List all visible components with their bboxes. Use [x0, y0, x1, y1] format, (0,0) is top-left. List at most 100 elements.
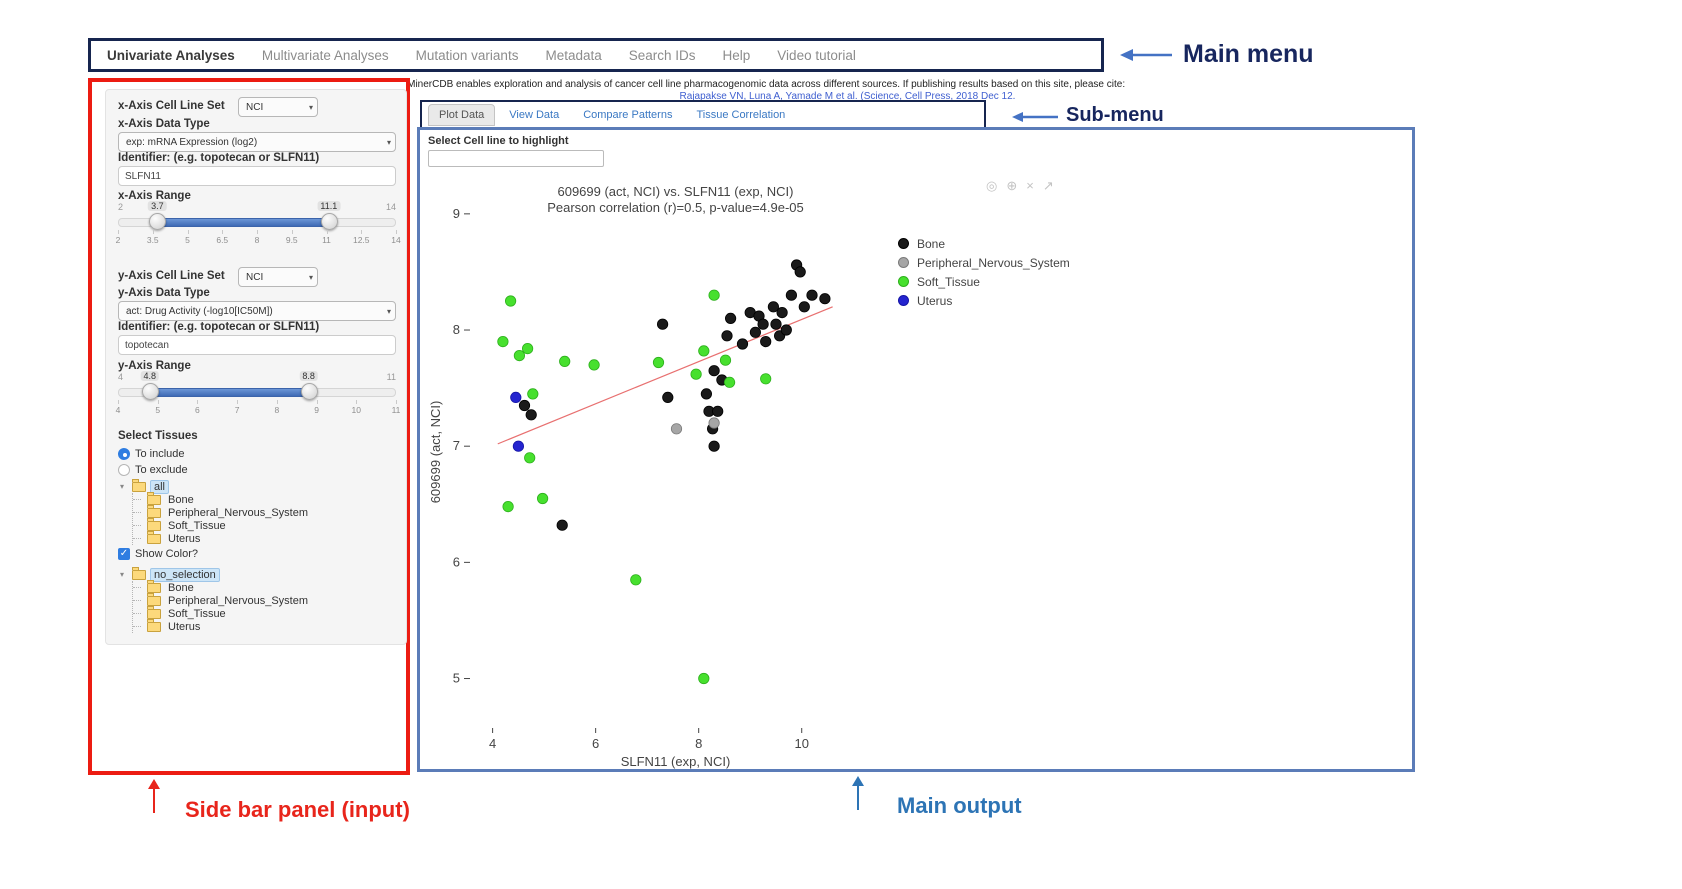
- tree-node-bone[interactable]: Bone: [133, 579, 311, 594]
- slider-tick: [257, 230, 258, 234]
- tree-children: Bone Peripheral_Nervous_System Soft_Tissue…: [132, 491, 311, 545]
- y-axis-identifier-input[interactable]: [118, 335, 396, 355]
- slider-tick-label: 9.5: [285, 235, 298, 245]
- slider-handle-from[interactable]: [149, 213, 167, 230]
- close-icon[interactable]: ×: [1026, 178, 1034, 193]
- legend-label: Soft_Tissue: [917, 274, 980, 289]
- folder-icon: [147, 504, 161, 518]
- folder-icon: [147, 579, 161, 593]
- legend-item-peripheral-nervous-system[interactable]: Peripheral_Nervous_System: [898, 253, 1070, 272]
- y-axis-range-slider[interactable]: 4 11 4.8 8.8 4 5 6 7 8 9 10 11: [115, 371, 400, 424]
- slider-tick-label: 9: [314, 405, 319, 415]
- tab-plot-data[interactable]: Plot Data: [428, 104, 496, 126]
- y-axis-cell-line-set-label: y-Axis Cell Line Set: [118, 270, 225, 282]
- y-axis-data-type-select[interactable]: act: Drug Activity (-log10[IC50M]) ▾: [118, 301, 396, 321]
- main-menu-item-help[interactable]: Help: [722, 47, 751, 63]
- plot-modebar: ◎ ⊕ × ↗: [986, 178, 1054, 194]
- legend-item-bone[interactable]: Bone: [898, 234, 1070, 253]
- slider-handle-from[interactable]: [141, 383, 159, 400]
- legend-marker-icon: [898, 238, 909, 249]
- tree-node-label: Peripheral_Nervous_System: [168, 594, 309, 607]
- camera-icon[interactable]: ◎: [986, 178, 998, 193]
- legend-item-soft-tissue[interactable]: Soft_Tissue: [898, 272, 1070, 291]
- main-menu-item-search-ids[interactable]: Search IDs: [628, 47, 696, 63]
- y-axis-range-label: y-Axis Range: [118, 360, 191, 372]
- x-axis-range-slider[interactable]: 2 14 3.7 11.1 2 3.5 5 6.5 8 9.5 11 12.5 14: [115, 201, 401, 254]
- arrow-left-icon: [1012, 112, 1058, 122]
- show-color-checkbox[interactable]: ✓ Show Color?: [118, 548, 198, 560]
- tree-node-peripheral-nervous-system[interactable]: Peripheral_Nervous_System: [133, 592, 311, 607]
- slider-tick: [396, 400, 397, 404]
- tree-node-uterus[interactable]: Uterus: [133, 530, 311, 545]
- slider-tick-label: 2: [115, 235, 121, 245]
- x-axis-identifier-input[interactable]: [118, 166, 396, 186]
- tree-expand-icon[interactable]: ▾: [120, 570, 125, 579]
- tree-node-bone[interactable]: Bone: [133, 491, 311, 506]
- tree-node-peripheral-nervous-system[interactable]: Peripheral_Nervous_System: [133, 504, 311, 519]
- x-axis-cell-line-set-select[interactable]: NCI ▾: [238, 97, 318, 117]
- tab-tissue-correlation[interactable]: Tissue Correlation: [696, 109, 786, 121]
- folder-icon: [147, 530, 161, 544]
- tree-node-no-selection[interactable]: ▾ no_selection: [120, 566, 311, 582]
- sidebar-annotation: Side bar panel (input): [185, 797, 410, 822]
- slider-handle-to[interactable]: [320, 213, 338, 230]
- tree-node-soft-tissue[interactable]: Soft_Tissue: [133, 605, 311, 620]
- folder-icon: [147, 517, 161, 531]
- slider-tick-label: 6.5: [216, 235, 229, 245]
- submenu-annotation: Sub-menu: [1066, 104, 1164, 126]
- tree-node-label: Soft_Tissue: [168, 519, 226, 532]
- tree-node-label: Peripheral_Nervous_System: [168, 506, 309, 519]
- legend-item-uterus[interactable]: Uterus: [898, 291, 1070, 310]
- tree-node-all[interactable]: ▾ all: [120, 478, 311, 494]
- slider-tick-label: 5: [155, 405, 161, 415]
- highlight-cell-line-label: Select Cell line to highlight: [428, 135, 569, 147]
- radio-icon: [118, 448, 130, 460]
- y-axis-cell-line-set-select[interactable]: NCI ▾: [238, 267, 318, 287]
- slider-handle-to[interactable]: [300, 383, 318, 400]
- tissue-color-tree: ▾ no_selection Bone Peripheral_Nervous_Syst…: [120, 566, 311, 633]
- select-tissues-label: Select Tissues: [118, 430, 198, 442]
- x-axis-data-type-label: x-Axis Data Type: [118, 118, 210, 130]
- svg-text:609699 (act, NCI) vs. SLFN11 (: 609699 (act, NCI) vs. SLFN11 (exp, NCI): [557, 184, 793, 199]
- tree-node-label: Uterus: [168, 620, 201, 633]
- slider-tick-label: 4: [115, 405, 121, 415]
- slider-tick-label: 12.5: [352, 235, 370, 245]
- slider-min-label: 2: [118, 202, 124, 212]
- slider-tick: [326, 230, 328, 234]
- main-menu-item-metadata[interactable]: Metadata: [545, 47, 602, 63]
- x-axis-data-type-select[interactable]: exp: mRNA Expression (log2) ▾: [118, 132, 396, 152]
- tab-view-data[interactable]: View Data: [509, 109, 560, 121]
- slider-tick-label: 11: [391, 405, 401, 415]
- citation-link[interactable]: Rajapakse VN, Luna A, Yamade M et al. (S…: [679, 91, 1016, 102]
- tree-node-soft-tissue[interactable]: Soft_Tissue: [133, 517, 311, 532]
- legend-label: Bone: [917, 236, 946, 251]
- slider-to-value: 8.8: [299, 371, 318, 381]
- highlight-cell-line-input[interactable]: [428, 150, 604, 167]
- x-axis-cell-line-set-label: x-Axis Cell Line Set: [118, 100, 225, 112]
- tree-node-label: Soft_Tissue: [168, 607, 226, 620]
- tree-node-uterus[interactable]: Uterus: [133, 618, 311, 633]
- svg-text:609699 (act, NCI): 609699 (act, NCI): [428, 401, 443, 504]
- tissue-include-tree: ▾ all Bone Peripheral_Nervous_System Soft_Ti…: [120, 478, 311, 545]
- main-output-panel: Select Cell line to highlight ◎ ⊕ × ↗ 60969…: [417, 127, 1415, 772]
- radio-to-exclude[interactable]: To exclude: [118, 462, 188, 478]
- tree-expand-icon[interactable]: ▾: [120, 482, 125, 491]
- svg-text:Pearson correlation (r)=0.5, p: Pearson correlation (r)=0.5, p-value=4.9…: [547, 200, 804, 215]
- radio-to-include[interactable]: To include: [118, 446, 185, 462]
- slider-tick-label: 11: [322, 235, 331, 245]
- scatter-plot[interactable]: 609699 (act, NCI) vs. SLFN11 (exp, NCI)P…: [428, 170, 1088, 770]
- main-menu-item-mutation-variants[interactable]: Mutation variants: [415, 47, 519, 63]
- slider-tick: [316, 400, 318, 404]
- tab-compare-patterns[interactable]: Compare Patterns: [583, 109, 673, 121]
- slider-tick: [157, 400, 159, 404]
- slider-selected-range[interactable]: [149, 388, 309, 397]
- main-menu-item-univariate-analyses[interactable]: Univariate Analyses: [107, 47, 235, 63]
- tree-node-label: Bone: [168, 581, 194, 594]
- slider-selected-range[interactable]: [157, 218, 329, 227]
- main-menu-item-video-tutorial[interactable]: Video tutorial: [777, 47, 856, 63]
- main-menu-item-multivariate-analyses[interactable]: Multivariate Analyses: [261, 47, 389, 63]
- radio-label: To include: [135, 448, 185, 460]
- folder-icon: [147, 491, 161, 505]
- diag-arrow-icon[interactable]: ↗: [1042, 178, 1054, 193]
- zoom-in-icon[interactable]: ⊕: [1006, 178, 1018, 193]
